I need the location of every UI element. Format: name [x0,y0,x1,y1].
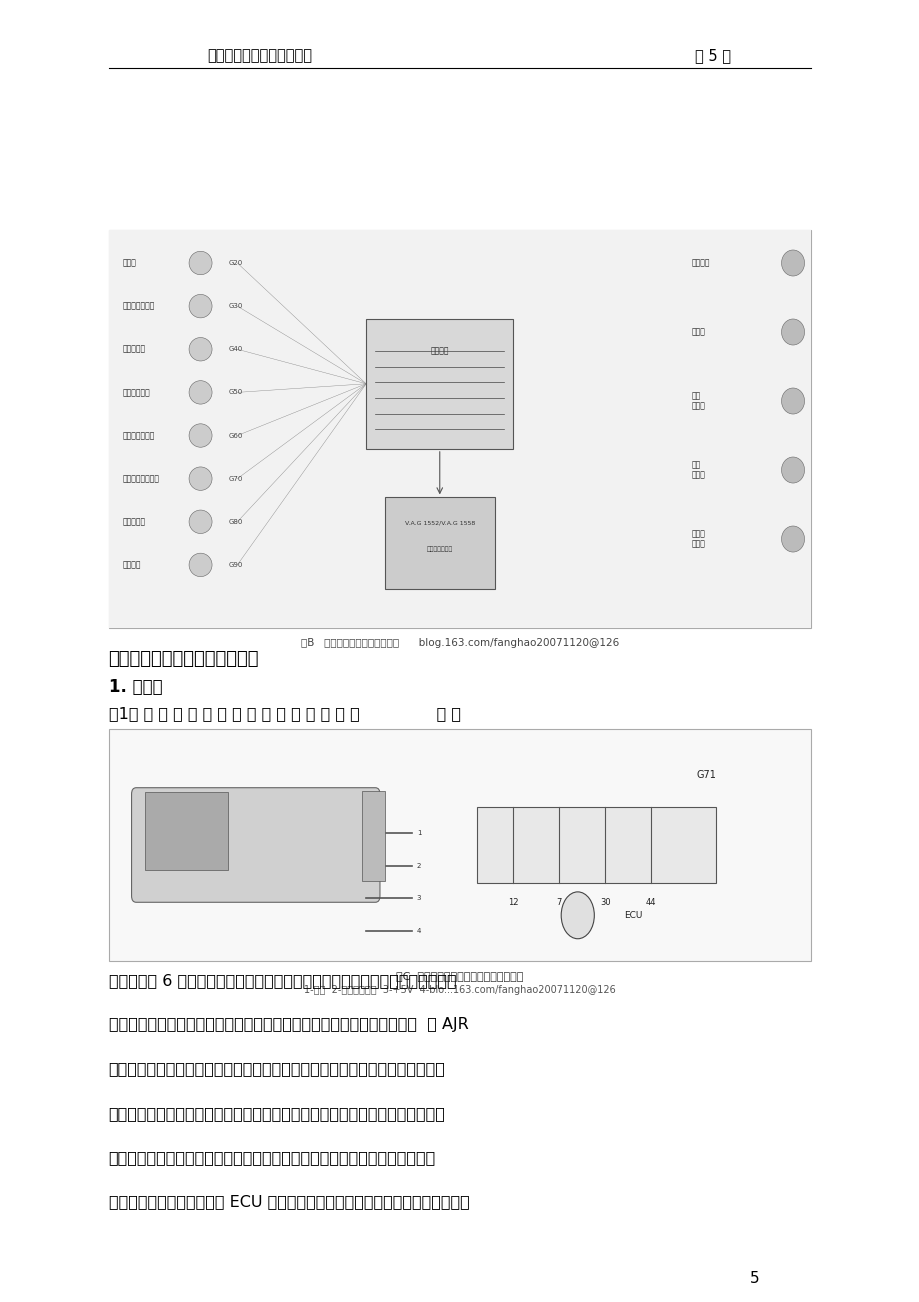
Text: （1） 进 气 压 力 传 感 器 和 进 气 温 度 传 感 器               见 图: （1） 进 气 压 力 传 感 器 和 进 气 温 度 传 感 器 见 图 [108,706,460,721]
Text: 第 5 页: 第 5 页 [694,48,730,64]
Text: 图B   发动机电喷系统结构示意图      blog.163.com/fanghao20071120@126: 图B 发动机电喷系统结构示意图 blog.163.com/fanghao2007… [301,638,618,648]
Text: 故障诊断仪接口: 故障诊断仪接口 [426,547,452,552]
Text: G80: G80 [228,518,243,525]
Text: 4: 4 [416,928,421,934]
Text: 进气温度传感器: 进气温度传感器 [122,431,154,440]
Text: G30: G30 [228,303,243,309]
Text: 炭罐
电磁阀: 炭罐 电磁阀 [691,461,705,479]
Text: 二、电喷系统主要结构及其功能: 二、电喷系统主要结构及其功能 [108,650,259,668]
Text: G40: G40 [228,346,242,353]
Ellipse shape [189,337,211,361]
Text: BOSCH: BOSCH [172,827,201,835]
Text: 12: 12 [507,898,518,906]
Text: 44: 44 [645,898,656,906]
Text: 1: 1 [416,831,421,836]
Bar [145,792,228,870]
Text: G50: G50 [228,389,242,396]
Ellipse shape [189,294,211,318]
Ellipse shape [189,251,211,275]
Text: G71: G71 [696,769,716,780]
Text: 进气压力传感器: 进气压力传感器 [122,302,154,311]
Text: 30: 30 [599,898,610,906]
Bar [361,792,384,881]
Text: G20: G20 [228,260,242,266]
Text: 片印置传感器: 片印置传感器 [122,388,150,397]
Ellipse shape [781,319,803,345]
Text: 氧传感器: 氧传感器 [122,560,141,569]
Bar [384,497,494,589]
Text: 如季节变化、地理位置高低，都会影响进气温与进气的绝对压力，根据工况随: 如季节变化、地理位置高低，都会影响进气温与进气的绝对压力，根据工况随 [108,1150,436,1165]
Ellipse shape [781,388,803,414]
Bar [108,729,811,961]
Ellipse shape [189,467,211,491]
Text: 7: 7 [556,898,562,906]
Text: 发动机上是独立的。一为硅电容绝对压力传感器，探测进气压力，它被安装在进: 发动机上是独立的。一为硅电容绝对压力传感器，探测进气压力，它被安装在进 [108,1061,445,1077]
Circle shape [561,892,594,939]
Bar [476,807,715,883]
FancyBboxPatch shape [131,788,380,902]
Text: 1-接线  2-进气温度信号  3-+5V  4-blo...163.com/fanghao20071120@126: 1-接线 2-进气温度信号 3-+5V 4-blo...163.com/fang… [304,984,615,995]
Text: 3: 3 [416,896,421,901]
Text: 1. 传感器: 1. 传感器 [108,678,162,697]
Text: 点火线圈: 点火线圈 [691,259,709,267]
Text: 气管上，也可装在进气管附近。进气温度传感器也安装在进气管上。大气环境，: 气管上，也可装在进气管附近。进气温度传感器也安装在进气管上。大气环境， [108,1105,445,1121]
Ellipse shape [189,510,211,534]
Text: 曲轴传感器: 曲轴传感器 [122,345,145,354]
Text: 汽油泵
继电器: 汽油泵 继电器 [691,530,705,548]
Ellipse shape [781,457,803,483]
Text: 传感器: 传感器 [122,259,136,267]
Text: 2: 2 [416,863,421,868]
Text: 节气门位置传感器: 节气门位置传感器 [122,474,159,483]
Text: ECU: ECU [623,911,641,919]
Text: 怠速
空气阀: 怠速 空气阀 [691,392,705,410]
Ellipse shape [781,526,803,552]
Text: 时测得上述两参数，传输到 ECU 中。当传感器出现故障时，发动机控制单元能够: 时测得上述两参数，传输到 ECU 中。当传感器出现故障时，发动机控制单元能够 [108,1194,469,1210]
Text: 图C  进气温度、压力传感器的接线示意图: 图C 进气温度、压力传感器的接线示意图 [396,971,523,982]
Text: 控制单元: 控制单元 [430,346,448,355]
Text: G90: G90 [228,562,243,568]
Ellipse shape [781,250,803,276]
Bar [108,230,811,628]
Text: 汽车维修技师设计（论文）: 汽车维修技师设计（论文） [207,48,312,64]
Ellipse shape [189,553,211,577]
Text: 喷油器: 喷油器 [691,328,705,336]
Ellipse shape [189,423,211,448]
Text: 5: 5 [749,1271,758,1286]
Bar [366,319,513,449]
Text: G70: G70 [228,475,243,482]
Text: 爆震传感器: 爆震传感器 [122,517,145,526]
Text: 两个重要的参数。在早期的电喷发动机上，这两个参数的传感器制成一体  在 AJR: 两个重要的参数。在早期的电喷发动机上，这两个参数的传感器制成一体 在 AJR [108,1017,468,1032]
Ellipse shape [189,380,211,404]
Text: V.A.G 1552/V.A.G 1558: V.A.G 1552/V.A.G 1558 [404,521,474,526]
Text: 整个系统由 6 个传感器随时感知发动机的工作状况。其中进气压力、进气温度是: 整个系统由 6 个传感器随时感知发动机的工作状况。其中进气压力、进气温度是 [108,973,456,988]
Text: G60: G60 [228,432,243,439]
